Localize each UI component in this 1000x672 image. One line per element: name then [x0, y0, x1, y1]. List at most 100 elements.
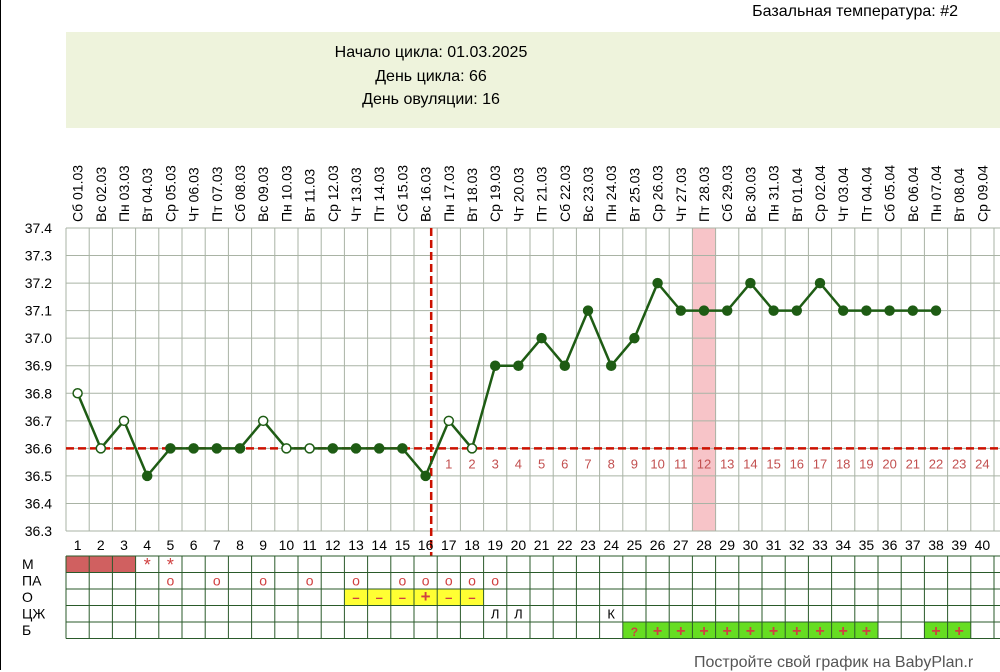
- cycle-day-number: 36: [882, 537, 898, 553]
- date-label: Сб 05.04: [882, 165, 898, 222]
- row-label: ЦЖ: [22, 606, 45, 622]
- cycle-day-number: 24: [603, 537, 619, 553]
- pregnancy-test-mark: +: [769, 623, 778, 640]
- date-label: Пн 07.04: [928, 165, 944, 222]
- temperature-point: [141, 470, 153, 482]
- temperature-point: [745, 277, 756, 289]
- pregnancy-test-cell: [808, 622, 832, 639]
- pregnancy-test-cell: [738, 622, 762, 639]
- cycle-day-numbers: 1 2 3 4 5 6 7 8 9 10 11 12 13 14 15 16 17 18 19 20 21 22 23 24 2…: [74, 537, 991, 553]
- cycle-day-number: 4: [143, 537, 151, 553]
- cycle-day-number: 29: [719, 537, 735, 553]
- date-label: Вс 30.03: [742, 167, 758, 222]
- cycle-day-number: 23: [580, 537, 596, 553]
- date-label: Пн 10.03: [278, 165, 294, 222]
- pa-mark: o: [422, 573, 430, 589]
- cycle-day-number: 10: [279, 537, 295, 553]
- date-label: Пт 21.03: [534, 166, 550, 222]
- date-label: Пт 04.04: [858, 166, 874, 222]
- pregnancy-test-cell: [854, 622, 878, 639]
- ovulation-test-cell: [367, 589, 391, 606]
- ovulation-test-cell: [414, 589, 438, 606]
- temperature-point: [304, 443, 315, 454]
- mucus-mark: Л: [514, 607, 523, 622]
- date-label: Сб 08.03: [232, 165, 248, 222]
- date-label: Пн 24.03: [603, 165, 619, 222]
- temperature-point: [397, 443, 408, 454]
- pa-mark: o: [399, 573, 407, 589]
- temperature-point: [536, 332, 547, 344]
- luteal-day-number: 4: [515, 456, 522, 471]
- pa-mark: o: [259, 573, 267, 589]
- date-label: Пт 28.03: [696, 166, 712, 222]
- ovulation-test-mark: –: [376, 590, 383, 605]
- temperature-point: [837, 305, 849, 316]
- y-tick-label: 37.2: [25, 275, 52, 291]
- temperature-point: [257, 415, 269, 427]
- temperature-point: [675, 305, 687, 316]
- luteal-day-number: 11: [674, 456, 688, 471]
- luteal-day-number: 7: [584, 456, 591, 471]
- cycle-day-number: 9: [259, 537, 267, 553]
- pregnancy-test-cell: [692, 622, 716, 639]
- luteal-day-number: 16: [790, 456, 804, 471]
- date-label: Вс 16.03: [418, 167, 434, 222]
- date-label: Ср 05.03: [162, 165, 178, 222]
- cycle-day-number: 13: [348, 537, 364, 553]
- luteal-day-number: 10: [650, 456, 664, 471]
- luteal-day-number: 2: [468, 456, 475, 471]
- temperature-point: [605, 360, 617, 371]
- luteal-day-number: 15: [766, 456, 780, 471]
- cycle-day-number: 3: [120, 537, 128, 553]
- date-label: Вт 01.04: [789, 168, 805, 222]
- ovulation-test-cell: [437, 589, 461, 606]
- ovulation-test-cell: [344, 589, 368, 606]
- date-label: Ср 09.04: [974, 165, 990, 222]
- luteal-day-number: 6: [561, 456, 568, 471]
- date-label: Пн 31.03: [766, 165, 782, 222]
- date-label: Вт 25.03: [626, 168, 642, 222]
- y-tick-label: 37.0: [25, 330, 52, 346]
- date-label: Пн 17.03: [441, 165, 457, 222]
- luteal-day-number: 9: [631, 456, 638, 471]
- cycle-day-number: 27: [673, 537, 689, 553]
- luteal-day-number: 5: [538, 456, 545, 471]
- date-label: Ср 02.04: [812, 165, 828, 222]
- temperature-point: [327, 443, 339, 454]
- pa-mark: o: [352, 573, 360, 589]
- row-label: Б: [22, 622, 31, 638]
- cycle-day-number: 31: [766, 537, 782, 553]
- cycle-day-number: 5: [167, 537, 175, 553]
- pregnancy-test-cell: [947, 622, 971, 639]
- pregnancy-test-mark: +: [676, 623, 685, 640]
- date-label: Сб 22.03: [557, 165, 573, 222]
- date-label: Вт 18.03: [464, 168, 480, 222]
- pregnancy-test-cell: [831, 622, 855, 639]
- date-label: Сб 29.03: [719, 165, 735, 222]
- date-label: Чт 13.03: [348, 167, 364, 222]
- cycle-day-number: 26: [650, 537, 666, 553]
- ovulation-test-mark: –: [352, 590, 359, 605]
- pregnancy-test-mark: +: [723, 623, 732, 640]
- temperature-point: [466, 443, 478, 454]
- ovulation-test-mark: +: [421, 587, 431, 606]
- temperature-point: [768, 305, 779, 316]
- cycle-day-number: 1: [74, 537, 82, 553]
- date-label: Вт 08.04: [951, 168, 967, 222]
- temperature-point: [118, 415, 130, 427]
- temperature-point: [513, 360, 524, 371]
- cycle-info-box: Начало цикла: 01.03.2025 День цикла: 66 …: [66, 32, 1000, 128]
- cycle-day-text: День цикла: 66: [375, 68, 487, 85]
- date-label: Вт 11.03: [302, 169, 318, 222]
- date-label: Вт 04.03: [139, 168, 155, 222]
- date-label: Пт 07.03: [209, 166, 225, 222]
- pregnancy-test-cell: [646, 622, 670, 639]
- menstruation-cell: [89, 556, 113, 573]
- pregnancy-test-mark: +: [839, 623, 848, 640]
- luteal-day-number: 14: [743, 456, 757, 471]
- cycle-day-number: 2: [97, 537, 105, 553]
- date-label: Сб 15.03: [394, 165, 410, 222]
- cycle-day-number: 7: [213, 537, 221, 553]
- cycle-day-number: 34: [835, 537, 851, 553]
